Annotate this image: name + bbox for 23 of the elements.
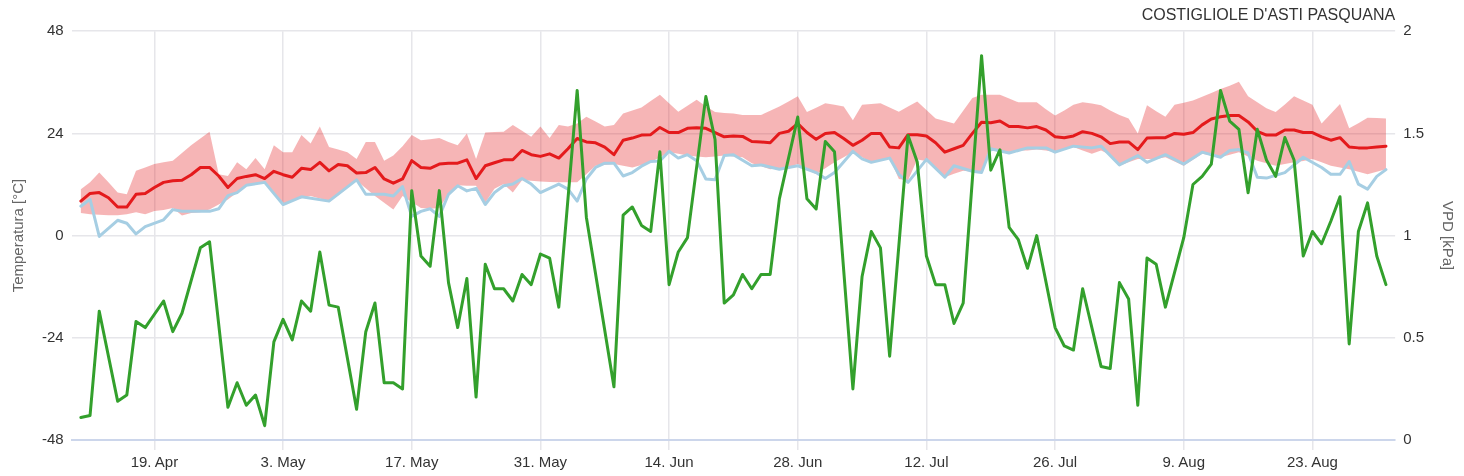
x-tick-label: 3. May (260, 453, 307, 471)
y-axis-title: Temperatura [°C] (9, 178, 27, 293)
y-tick-label: -48 (41, 430, 64, 448)
x-tick-label: 17. May (385, 453, 439, 471)
y-tick-label: -24 (41, 327, 64, 345)
y2-tick-label: 2 (1403, 21, 1412, 39)
y-tick-label: 24 (46, 123, 64, 141)
x-tick-label: 31. May (513, 453, 568, 471)
y-tick-label: 48 (46, 21, 64, 39)
x-tick-label: 19. Apr (130, 453, 179, 471)
chart-title: COSTIGLIOLE D'ASTI PASQUANA (1141, 6, 1396, 24)
y-tick-label: 0 (55, 225, 64, 243)
y2-tick-label: 0.5 (1403, 327, 1425, 345)
x-tick-label: 28. Jun (773, 453, 823, 471)
x-tick-label: 9. Aug (1162, 453, 1206, 471)
x-tick-label: 12. Jul (904, 453, 949, 471)
y2-axis-title: VPD [kPa] (1439, 201, 1457, 271)
y2-tick-label: 1.5 (1403, 123, 1425, 141)
x-tick-label: 14. Jun (644, 453, 694, 471)
x-tick-label: 26. Jul (1032, 453, 1078, 471)
y2-tick-label: 0 (1403, 430, 1412, 448)
x-tick-label: 23. Aug (1286, 453, 1338, 471)
y2-tick-label: 1 (1403, 225, 1412, 243)
